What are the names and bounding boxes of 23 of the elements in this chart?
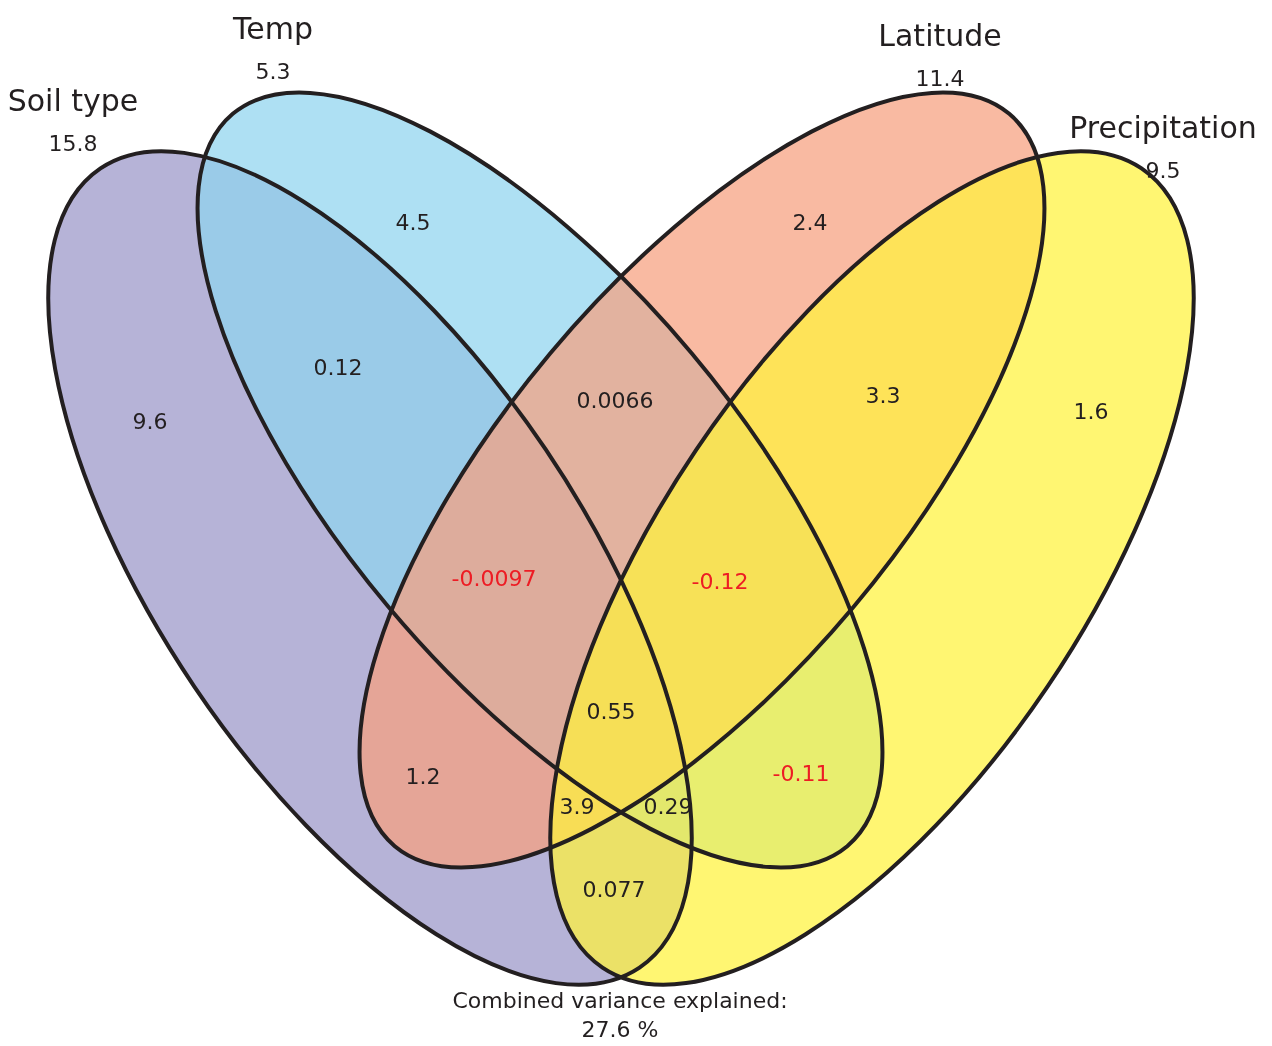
category-label: Precipitation [1069,109,1257,145]
text: 0.55 [586,698,636,724]
text: 3.3 [865,382,901,408]
text: -0.12 [691,568,749,594]
text: 1.6 [1073,398,1109,424]
text: 0.12 [313,354,363,380]
data-label: 11.4 [915,65,965,91]
text: 9.6 [132,408,168,434]
text: 0.077 [582,876,646,902]
text: 1.2 [405,763,441,789]
text: 0.0066 [576,387,654,413]
text: 3.9 [559,793,595,819]
text: -0.0097 [451,565,537,591]
text: 2.4 [792,209,828,235]
category-label: Soil type [7,82,139,118]
category-label: Temp [232,10,313,46]
category-label: Latitude [878,17,1002,53]
text: 4.5 [395,209,431,235]
data-label: 15.8 [48,130,98,156]
text: Combined variance explained: 27.6 % [452,987,788,1042]
text: -0.11 [772,760,830,786]
data-label: 5.3 [255,58,291,84]
data-label: 9.5 [1145,157,1181,183]
